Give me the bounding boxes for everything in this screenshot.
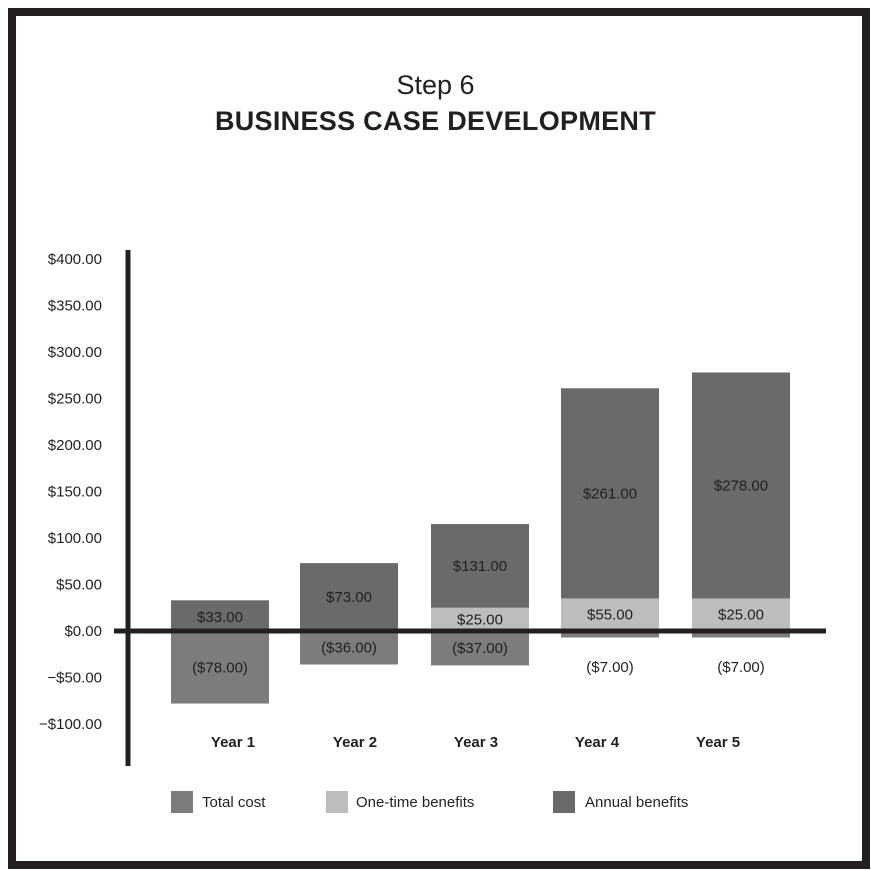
bar-label-one-time-benefits: $25.00	[457, 611, 503, 628]
bar-label-annual-benefits: $73.00	[326, 589, 372, 606]
y-tick-label: $400.00	[48, 251, 102, 268]
legend-label-total-cost: Total cost	[202, 794, 266, 811]
bar-label-total-cost: ($7.00)	[586, 659, 634, 676]
bar-label-total-cost: ($37.00)	[452, 640, 508, 657]
bar-label-one-time-benefits: $55.00	[587, 607, 633, 624]
bar-annual-benefits	[171, 600, 269, 631]
chart-main-title: BUSINESS CASE DEVELOPMENT	[214, 106, 657, 136]
bar-one-time-benefits	[692, 598, 790, 631]
y-tick-label: −$100.00	[39, 716, 102, 733]
legend-label-annual: Annual benefits	[585, 794, 688, 811]
x-category-label: Year 3	[454, 734, 498, 751]
bar-label-total-cost: ($78.00)	[192, 659, 248, 676]
y-tick-label: −$50.00	[47, 670, 102, 687]
bar-label-annual-benefits: $33.00	[197, 609, 243, 626]
bar-annual-benefits	[561, 388, 659, 599]
chart-step-title: Step 6	[396, 70, 475, 100]
x-category-label: Year 1	[211, 734, 255, 751]
bar-annual-benefits	[431, 524, 529, 608]
x-category-label: Year 5	[696, 734, 740, 751]
bar-label-annual-benefits: $278.00	[714, 477, 768, 494]
bar-total-cost	[300, 631, 398, 665]
legend-swatch-total-cost	[171, 791, 193, 813]
legend-label-one-time: One-time benefits	[356, 794, 474, 811]
y-tick-label: $300.00	[48, 344, 102, 361]
bar-total-cost	[692, 631, 790, 638]
bar-annual-benefits	[300, 563, 398, 631]
bar-one-time-benefits	[561, 598, 659, 631]
bar-total-cost	[431, 631, 529, 666]
x-category-label: Year 4	[575, 734, 620, 751]
bar-total-cost	[171, 631, 269, 704]
x-category-label: Year 2	[333, 734, 377, 751]
legend-swatch-one-time	[326, 791, 348, 813]
bar-one-time-benefits	[431, 607, 529, 631]
y-tick-label: $50.00	[56, 577, 102, 594]
y-tick-label: $200.00	[48, 437, 102, 454]
bar-label-one-time-benefits: $25.00	[718, 607, 764, 624]
bar-label-annual-benefits: $131.00	[453, 558, 507, 575]
y-tick-label: $100.00	[48, 530, 102, 547]
y-tick-label: $150.00	[48, 484, 102, 501]
bar-label-total-cost: ($36.00)	[321, 640, 377, 657]
y-tick-label: $0.00	[64, 623, 102, 640]
bar-total-cost	[561, 631, 659, 638]
legend-swatch-annual	[553, 791, 575, 813]
bar-annual-benefits	[692, 372, 790, 599]
y-tick-label: $350.00	[48, 298, 102, 315]
bar-label-total-cost: ($7.00)	[717, 659, 765, 676]
bar-label-annual-benefits: $261.00	[583, 485, 637, 502]
y-tick-label: $250.00	[48, 391, 102, 408]
